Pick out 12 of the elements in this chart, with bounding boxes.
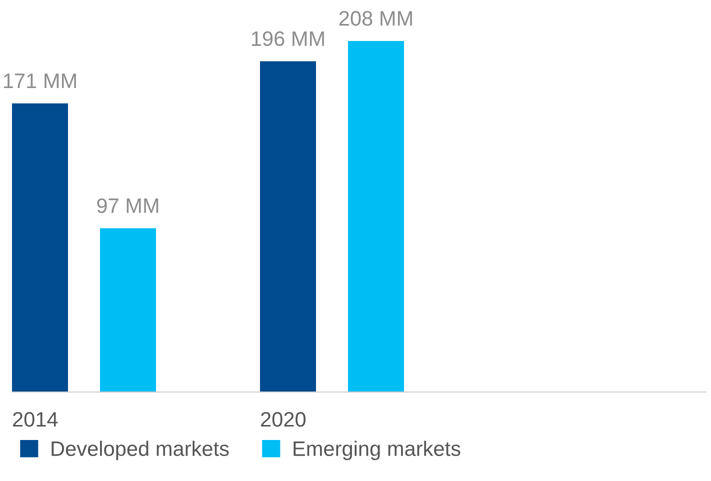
data-label: 97 MM — [97, 198, 158, 214]
legend-label: Emerging markets — [294, 440, 460, 460]
data-label: 208 MM — [339, 11, 412, 26]
data-label: 171 MM — [4, 74, 76, 88]
x-tick-label: 2020 — [261, 412, 306, 427]
bar — [100, 228, 156, 392]
data-label: 196 MM — [252, 31, 324, 46]
bar — [348, 41, 404, 392]
bar — [12, 103, 68, 392]
legend-label: Developed markets — [52, 440, 229, 460]
bar — [260, 61, 316, 392]
x-tick-label: 2014 — [13, 412, 58, 427]
